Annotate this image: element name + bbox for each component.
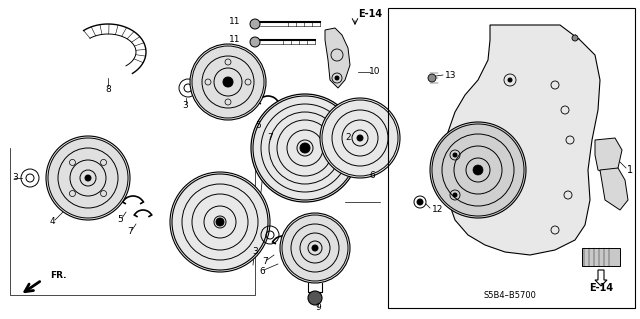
Circle shape bbox=[357, 135, 363, 141]
Circle shape bbox=[320, 98, 400, 178]
Circle shape bbox=[280, 213, 350, 283]
Text: 10: 10 bbox=[369, 68, 381, 77]
Circle shape bbox=[417, 199, 423, 205]
Circle shape bbox=[453, 153, 457, 157]
Text: E-14: E-14 bbox=[589, 283, 613, 293]
Circle shape bbox=[453, 193, 457, 197]
Circle shape bbox=[606, 153, 610, 157]
Circle shape bbox=[250, 37, 260, 47]
Circle shape bbox=[216, 218, 224, 226]
Text: 1: 1 bbox=[627, 165, 633, 175]
Circle shape bbox=[300, 143, 310, 153]
Circle shape bbox=[473, 165, 483, 175]
Text: 8: 8 bbox=[105, 85, 111, 94]
Circle shape bbox=[430, 122, 526, 218]
Text: 6: 6 bbox=[369, 170, 375, 180]
Circle shape bbox=[312, 245, 318, 251]
Circle shape bbox=[428, 74, 436, 82]
Circle shape bbox=[335, 76, 339, 80]
Circle shape bbox=[308, 291, 322, 305]
Circle shape bbox=[251, 94, 359, 202]
Text: 2: 2 bbox=[345, 133, 351, 143]
Text: 11: 11 bbox=[228, 35, 240, 44]
Polygon shape bbox=[325, 28, 350, 88]
Text: 5: 5 bbox=[117, 216, 123, 225]
Text: 3: 3 bbox=[252, 248, 258, 256]
Circle shape bbox=[190, 44, 266, 120]
Circle shape bbox=[85, 175, 91, 181]
Polygon shape bbox=[445, 25, 600, 255]
Circle shape bbox=[223, 77, 233, 87]
Text: 5: 5 bbox=[255, 121, 261, 130]
FancyArrow shape bbox=[595, 270, 607, 286]
Text: S5B4–B5700: S5B4–B5700 bbox=[484, 291, 536, 300]
Text: 9: 9 bbox=[315, 303, 321, 313]
Text: 4: 4 bbox=[49, 218, 55, 226]
Circle shape bbox=[170, 172, 270, 272]
Circle shape bbox=[46, 136, 130, 220]
Text: 7: 7 bbox=[262, 257, 268, 266]
Text: E-14: E-14 bbox=[358, 9, 382, 19]
Text: 11: 11 bbox=[228, 18, 240, 26]
Text: 7: 7 bbox=[127, 227, 133, 236]
Bar bbox=[582, 248, 620, 266]
Bar bbox=[388, 8, 635, 308]
Polygon shape bbox=[595, 138, 622, 175]
Circle shape bbox=[508, 78, 512, 82]
Text: 13: 13 bbox=[445, 70, 456, 79]
Text: FR.: FR. bbox=[50, 271, 67, 280]
Polygon shape bbox=[600, 168, 628, 210]
Text: 3: 3 bbox=[12, 174, 18, 182]
Text: 12: 12 bbox=[432, 205, 444, 214]
Text: 6: 6 bbox=[259, 268, 265, 277]
Text: 7: 7 bbox=[267, 133, 273, 143]
Text: 3: 3 bbox=[182, 100, 188, 109]
Circle shape bbox=[572, 35, 578, 41]
Circle shape bbox=[250, 19, 260, 29]
